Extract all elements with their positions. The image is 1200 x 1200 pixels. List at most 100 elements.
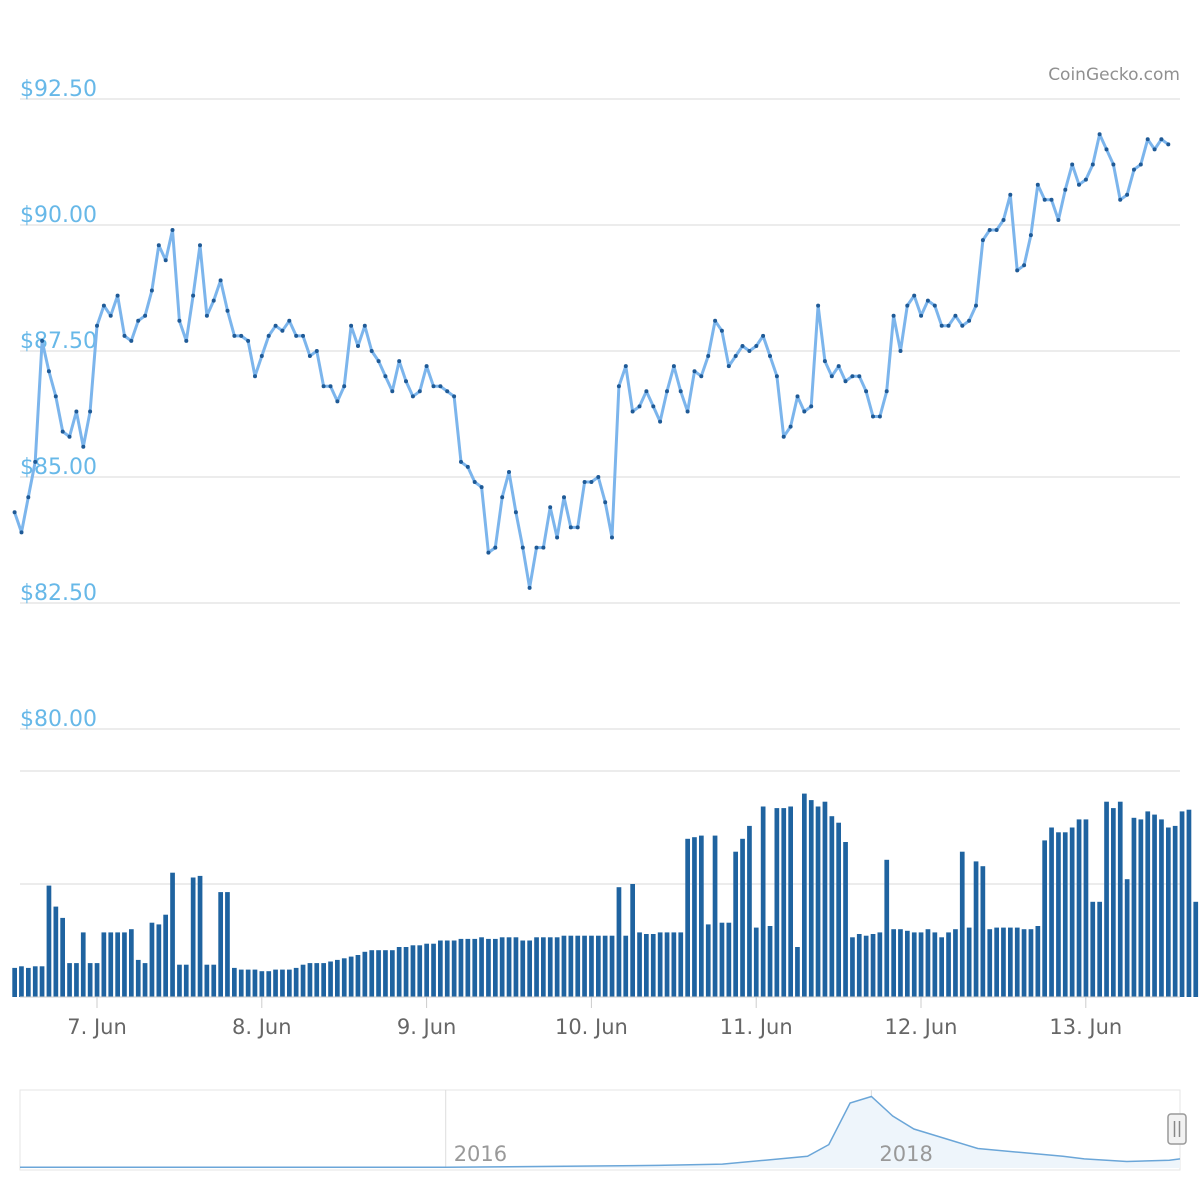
price-point[interactable]: [404, 379, 408, 384]
price-point[interactable]: [912, 293, 917, 298]
volume-bar[interactable]: [1145, 811, 1151, 997]
price-point[interactable]: [651, 404, 656, 409]
price-point[interactable]: [802, 409, 807, 414]
volume-bar[interactable]: [671, 932, 677, 997]
price-point[interactable]: [1008, 192, 1013, 197]
price-point[interactable]: [273, 323, 278, 328]
volume-bar[interactable]: [321, 963, 326, 997]
volume-bar[interactable]: [1056, 832, 1061, 997]
volume-bar[interactable]: [341, 958, 347, 997]
volume-bar[interactable]: [760, 806, 766, 998]
volume-bar[interactable]: [1042, 840, 1047, 997]
price-point[interactable]: [884, 389, 889, 394]
price-point[interactable]: [788, 424, 793, 429]
price-point[interactable]: [726, 364, 731, 369]
volume-bar[interactable]: [396, 947, 402, 997]
price-point[interactable]: [1125, 192, 1130, 197]
volume-bar[interactable]: [740, 838, 745, 997]
price-point[interactable]: [410, 394, 415, 399]
volume-bar[interactable]: [726, 922, 732, 997]
volume-bar[interactable]: [644, 934, 649, 997]
volume-bar[interactable]: [46, 885, 52, 997]
volume-bar[interactable]: [493, 938, 498, 997]
price-point[interactable]: [424, 364, 429, 369]
price-point[interactable]: [768, 354, 772, 358]
price-point[interactable]: [1022, 263, 1027, 268]
price-point[interactable]: [1159, 137, 1164, 142]
volume-bar[interactable]: [149, 922, 155, 997]
volume-bar[interactable]: [863, 935, 869, 997]
volume-bar[interactable]: [259, 971, 265, 997]
price-point[interactable]: [321, 384, 326, 389]
price-point[interactable]: [500, 495, 505, 500]
price-point[interactable]: [836, 364, 841, 369]
price-point[interactable]: [719, 328, 724, 333]
volume-bar[interactable]: [829, 816, 835, 997]
volume-bar[interactable]: [1138, 819, 1144, 997]
price-point[interactable]: [191, 293, 196, 298]
navigator-handle[interactable]: [1167, 1113, 1187, 1145]
volume-bar[interactable]: [554, 937, 560, 997]
price-point[interactable]: [974, 303, 978, 308]
price-point[interactable]: [1132, 167, 1136, 172]
price-point[interactable]: [40, 338, 45, 343]
price-point[interactable]: [328, 384, 333, 389]
price-point[interactable]: [520, 545, 525, 550]
volume-bar[interactable]: [692, 837, 697, 997]
volume-bar[interactable]: [245, 969, 251, 997]
volume-bar[interactable]: [650, 934, 656, 997]
price-point[interactable]: [301, 333, 305, 338]
price-point[interactable]: [266, 333, 271, 338]
price-point[interactable]: [960, 323, 965, 328]
volume-bar[interactable]: [156, 924, 162, 997]
price-point[interactable]: [115, 293, 120, 298]
volume-bar[interactable]: [417, 945, 423, 997]
volume-bar[interactable]: [795, 947, 800, 997]
price-point[interactable]: [177, 318, 182, 323]
price-point[interactable]: [1028, 233, 1033, 238]
volume-bar[interactable]: [1062, 832, 1068, 997]
volume-bar[interactable]: [884, 859, 890, 997]
volume-bar[interactable]: [946, 932, 951, 997]
price-point[interactable]: [822, 359, 827, 364]
price-point[interactable]: [1138, 162, 1143, 167]
price-point[interactable]: [568, 525, 573, 530]
price-point[interactable]: [761, 333, 766, 338]
volume-bar[interactable]: [966, 927, 972, 997]
price-point[interactable]: [582, 480, 587, 484]
volume-bar[interactable]: [190, 877, 196, 998]
volume-bar[interactable]: [898, 929, 903, 997]
price-point[interactable]: [108, 313, 113, 318]
price-point[interactable]: [1063, 187, 1068, 192]
volume-bar[interactable]: [438, 940, 443, 998]
price-point[interactable]: [1001, 218, 1006, 222]
price-point[interactable]: [850, 374, 855, 379]
volume-bar[interactable]: [293, 967, 299, 997]
price-point[interactable]: [994, 228, 999, 232]
price-point[interactable]: [204, 313, 209, 318]
volume-bar[interactable]: [26, 967, 31, 997]
price-point[interactable]: [136, 318, 141, 323]
volume-bar[interactable]: [664, 932, 670, 997]
volume-bar[interactable]: [596, 935, 601, 997]
volume-bar[interactable]: [1083, 819, 1089, 997]
price-point[interactable]: [1090, 162, 1095, 167]
price-point[interactable]: [149, 288, 154, 293]
price-point[interactable]: [46, 369, 51, 374]
volume-bar[interactable]: [87, 963, 93, 997]
volume-bar[interactable]: [328, 961, 333, 998]
volume-bar[interactable]: [1090, 901, 1096, 997]
price-point[interactable]: [946, 323, 951, 328]
volume-bar[interactable]: [1035, 926, 1041, 997]
price-point[interactable]: [575, 525, 580, 530]
volume-bar[interactable]: [53, 906, 59, 997]
price-point[interactable]: [706, 354, 711, 358]
volume-bar[interactable]: [122, 932, 127, 997]
price-point[interactable]: [864, 389, 869, 394]
price-point[interactable]: [541, 545, 546, 550]
volume-bar[interactable]: [513, 937, 519, 997]
price-point[interactable]: [184, 338, 189, 343]
volume-bar[interactable]: [602, 935, 608, 997]
volume-bar[interactable]: [232, 967, 237, 997]
price-point[interactable]: [637, 404, 642, 409]
